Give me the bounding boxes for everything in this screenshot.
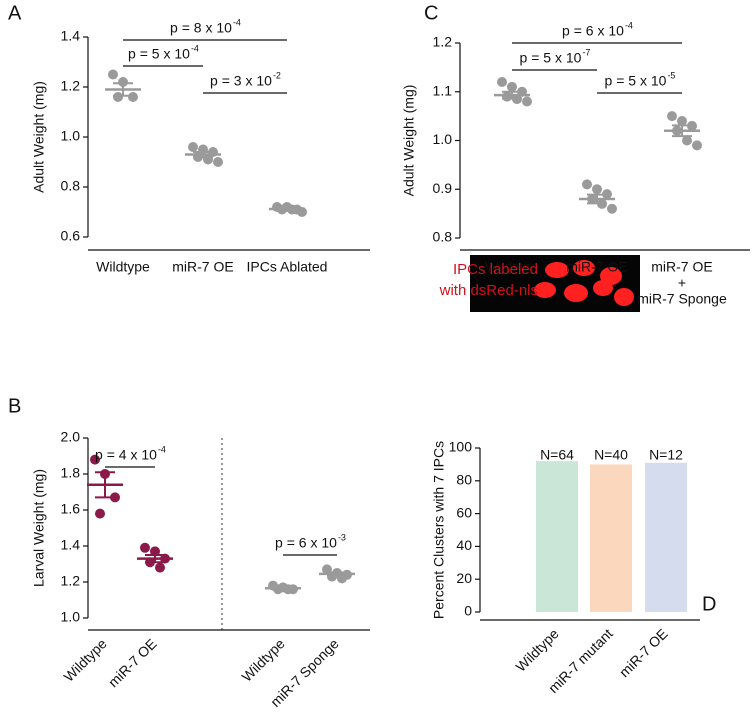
- y-axis-label: Percent Clusters with 7 IPCs: [431, 441, 447, 619]
- p-value: p = 5 x 10: [520, 50, 582, 66]
- p-exponent: -7: [582, 47, 590, 57]
- p-exponent: -4: [625, 20, 633, 30]
- y-tick-label: 0.8: [433, 229, 453, 245]
- p-exponent: -4: [191, 43, 199, 53]
- bar-label: N=12: [649, 447, 683, 463]
- y-tick-label: 80: [456, 472, 472, 488]
- inset-cells: [534, 260, 634, 306]
- y-tick-label: 1.0: [61, 609, 81, 625]
- p-value: p = 4 x 10: [95, 447, 157, 463]
- panel-letter: C: [424, 2, 438, 24]
- y-tick-label: 1.6: [61, 501, 81, 517]
- dot: [682, 135, 692, 146]
- y-tick-label: 1.2: [61, 573, 81, 589]
- y-tick-label: 20: [456, 570, 472, 586]
- dot: [113, 92, 123, 102]
- bar: [645, 462, 687, 612]
- dot: [667, 111, 677, 122]
- y-tick-label: 2.0: [61, 429, 81, 445]
- x-tick-label: IPCs Ablated: [247, 259, 328, 275]
- bar-label: N=40: [594, 447, 628, 463]
- y-axis-label: Adult Weight (mg): [31, 81, 47, 193]
- bar: [536, 461, 578, 612]
- dot: [592, 184, 602, 195]
- y-tick-label: 60: [456, 504, 472, 520]
- p-value: p = 6 x 10: [562, 23, 624, 39]
- x-tick-label: miR-7 OE: [566, 259, 627, 275]
- dot: [692, 140, 702, 151]
- dot: [502, 91, 512, 102]
- dot: [108, 69, 118, 80]
- y-tick-label: 0.6: [61, 228, 81, 244]
- x-tick-label: miR-7 Sponge: [637, 291, 727, 307]
- y-tick-label: 0.8: [61, 178, 81, 194]
- dot: [677, 116, 687, 126]
- bar-label: N=64: [540, 447, 574, 463]
- inset-label: IPCs labeled: [453, 261, 538, 278]
- y-tick-label: 100: [449, 439, 473, 455]
- y-axis-label: Larval Weight (mg): [31, 469, 47, 587]
- p-exponent: -5: [667, 70, 675, 80]
- p-value: p = 5 x 10: [128, 46, 190, 62]
- p-exponent: -2: [273, 70, 281, 80]
- dot: [155, 562, 165, 573]
- x-tick-label: Wildtype: [485, 259, 539, 275]
- x-tick-label: Wildtype: [96, 259, 150, 275]
- dot: [188, 142, 198, 152]
- dot: [497, 77, 507, 87]
- y-tick-label: 40: [456, 537, 472, 553]
- x-tick-label: miR-7 OE: [105, 635, 160, 690]
- panel-letter: D: [702, 593, 716, 615]
- dot: [95, 508, 105, 519]
- x-tick-label: miR-7 OE: [172, 259, 233, 275]
- dot: [507, 81, 517, 92]
- y-tick-label: 0.9: [433, 180, 453, 196]
- y-tick-label: 1.4: [61, 28, 81, 44]
- x-tick-label: +: [678, 275, 686, 291]
- p-value: p = 8 x 10: [170, 20, 232, 36]
- x-tick-label: Wildtype: [512, 625, 561, 674]
- dot: [90, 454, 100, 465]
- dot: [607, 203, 617, 214]
- dot: [140, 542, 150, 553]
- x-tick-label: miR-7 OE: [651, 259, 712, 275]
- y-tick-label: 0: [464, 603, 472, 619]
- dot: [522, 96, 532, 107]
- y-tick-label: 1.2: [61, 78, 81, 94]
- y-tick-label: 1.0: [61, 128, 81, 144]
- y-tick-label: 1.0: [433, 131, 453, 147]
- x-tick-label: Wildtype: [60, 635, 109, 684]
- p-value: p = 5 x 10: [605, 73, 667, 89]
- p-exponent: -4: [158, 444, 166, 454]
- panel-letter: B: [8, 395, 21, 417]
- y-axis-label: Adult Weight (mg): [401, 85, 417, 197]
- panel-letter: A: [8, 2, 22, 24]
- y-tick-label: 1.4: [61, 537, 81, 553]
- dot: [128, 92, 138, 102]
- p-value: p = 3 x 10: [210, 73, 272, 89]
- bar: [590, 464, 632, 612]
- p-exponent: -3: [338, 532, 346, 542]
- x-tick-label: Wildtype: [238, 635, 287, 684]
- dot: [118, 77, 128, 87]
- x-tick-label: miR-7 OE: [616, 625, 671, 680]
- inset-label: with dsRed-nls: [439, 282, 538, 299]
- p-exponent: -4: [233, 17, 241, 27]
- y-tick-label: 1.1: [433, 82, 453, 98]
- y-tick-label: 1.8: [61, 465, 81, 481]
- y-tick-label: 1.2: [433, 34, 453, 50]
- dot: [213, 157, 223, 167]
- dot: [150, 546, 160, 557]
- dot: [582, 179, 592, 190]
- p-value: p = 6 x 10: [275, 535, 337, 551]
